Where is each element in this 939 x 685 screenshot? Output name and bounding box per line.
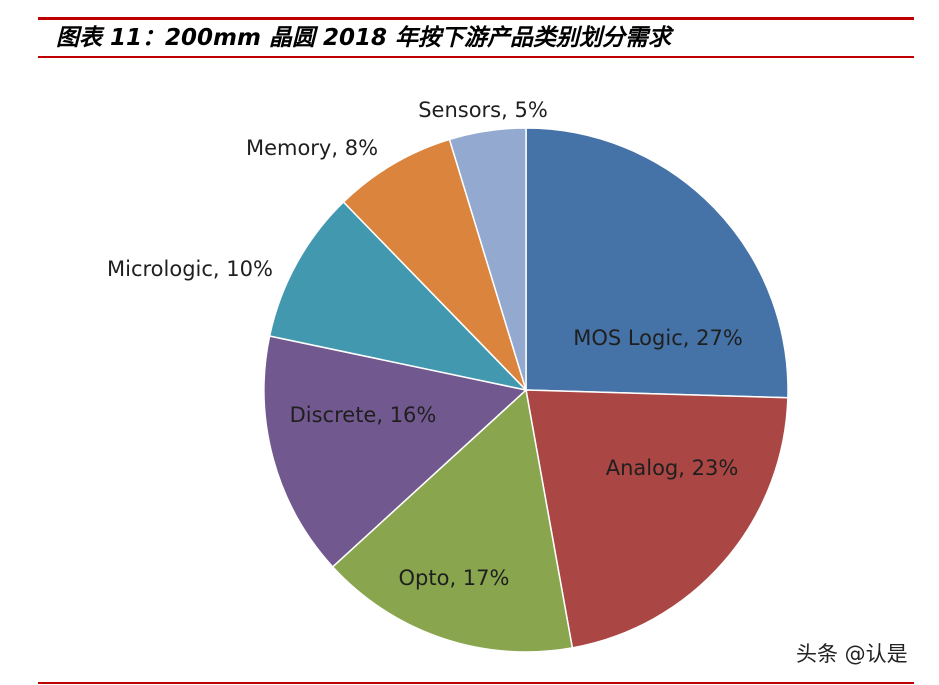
slice-label-memory: Memory, 8% — [246, 136, 378, 160]
pie-slice-analog — [525, 389, 789, 649]
pie-slice-sensors — [448, 127, 527, 391]
slice-label-micrologic: Micrologic, 10% — [107, 257, 273, 281]
slice-label-sensors: Sensors, 5% — [418, 98, 548, 122]
pie-slice-micrologic — [268, 200, 529, 392]
pie-slice-discrete — [263, 335, 528, 568]
watermark-text: 头条 @认是 — [796, 642, 908, 666]
slice-label-analog: Analog, 23% — [606, 456, 739, 480]
bottom-rule — [38, 682, 914, 684]
slice-label-mos-logic: MOS Logic, 27% — [573, 326, 743, 350]
pie-slice-opto — [331, 388, 574, 653]
slice-label-discrete: Discrete, 16% — [290, 403, 437, 427]
slice-label-opto: Opto, 17% — [399, 566, 510, 590]
figure-title: 图表 11：200mm 晶圆 2018 年按下游产品类别划分需求 — [56, 25, 671, 51]
pie-slice-memory — [342, 138, 527, 391]
top-rule — [38, 17, 914, 20]
title-underline — [38, 56, 914, 58]
pie-slice-mos-logic — [525, 127, 789, 399]
